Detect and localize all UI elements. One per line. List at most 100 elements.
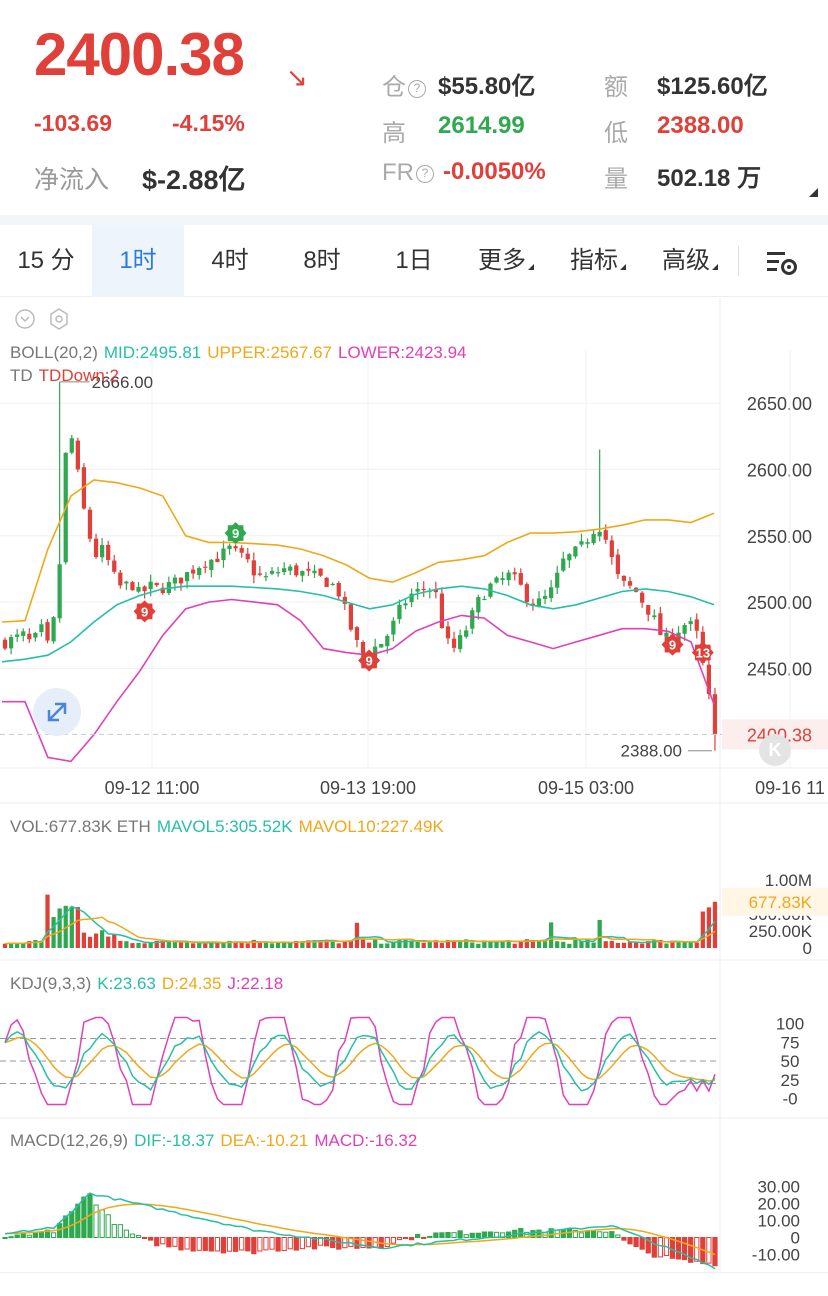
open-interest-label[interactable]: 仓?: [382, 67, 426, 102]
candle-body: [348, 604, 354, 630]
kdj-legend: KDJ(9,3,3) K:23.63 D:24.35 J:22.18: [10, 974, 289, 994]
volume-bar: [245, 943, 250, 948]
candle-body: [694, 619, 699, 631]
y-tick-label: 2450.00: [747, 659, 812, 679]
macd-bar: [603, 1231, 609, 1239]
volume-bar: [160, 939, 165, 948]
volume-bar: [142, 943, 147, 948]
volume-bar: [124, 941, 129, 948]
tab-indicators[interactable]: 指标: [552, 225, 644, 297]
macd-y-tick-label: -10.00: [752, 1246, 800, 1265]
chart-settings-icon[interactable]: [766, 249, 798, 277]
td-marker: [358, 649, 381, 672]
tab-advanced[interactable]: 高级: [644, 225, 736, 297]
bottom-indicator-bar: [0, 1272, 828, 1296]
tab-15m[interactable]: 15 分: [17, 247, 75, 274]
macd-bar: [682, 1237, 688, 1261]
volume-bar: [391, 942, 396, 948]
net-inflow-value: $-2.88亿: [142, 165, 246, 195]
tab-8h[interactable]: 8时: [303, 247, 341, 274]
candle-body: [209, 559, 214, 570]
macd-bar: [111, 1223, 117, 1238]
candle-body: [373, 646, 378, 657]
tab-more[interactable]: 更多: [460, 225, 552, 297]
macd-bar: [287, 1237, 293, 1250]
volume-bar: [615, 942, 621, 948]
candle-body: [21, 631, 26, 636]
macd-bar: [360, 1237, 366, 1248]
volume-bar: [621, 942, 627, 948]
expand-chart-icon[interactable]: [33, 688, 81, 736]
volume-bar: [573, 939, 578, 948]
help-icon[interactable]: ?: [408, 80, 426, 98]
volume-bar: [385, 943, 390, 948]
dropdown-triangle-icon: [620, 264, 626, 270]
vol-y-tick-label: 0: [803, 939, 812, 958]
volume-bar: [27, 941, 32, 948]
tab-divider: [738, 246, 739, 276]
volume-bar: [330, 940, 335, 948]
low-value: 2388.00: [657, 112, 744, 139]
macd-bar: [202, 1237, 208, 1251]
candle-body: [712, 694, 718, 735]
macd-bar: [208, 1237, 214, 1252]
macd-bar: [269, 1237, 275, 1250]
high-label: 高: [382, 120, 406, 147]
boll-mid-line: [1, 585, 715, 663]
macd-bar: [481, 1231, 488, 1238]
macd-bar: [433, 1232, 439, 1238]
macd-bar: [166, 1237, 172, 1248]
candle-body: [579, 541, 584, 545]
boll-upper: UPPER:2567.67: [207, 343, 332, 362]
candle-body: [433, 589, 438, 593]
volume-bar: [184, 942, 190, 948]
tab-1h[interactable]: 1时: [92, 225, 184, 297]
candle-body: [215, 558, 220, 563]
scroll-to-latest-button[interactable]: K: [759, 734, 791, 766]
x-tick-label: 09-15 03:00: [538, 778, 634, 798]
candle-body: [439, 593, 445, 628]
macd-bar: [293, 1237, 299, 1251]
expand-triangle-icon[interactable]: [809, 188, 818, 197]
help-icon[interactable]: ?: [416, 165, 434, 183]
volume-bar: [2, 943, 8, 948]
volume-bar: [476, 943, 481, 948]
macd-bar: [281, 1237, 287, 1252]
volume-bar: [87, 936, 93, 948]
candle-body: [99, 544, 105, 558]
volume-bar: [191, 943, 196, 948]
candle-body: [245, 553, 250, 560]
candle-body: [403, 603, 408, 606]
macd-bar: [572, 1229, 579, 1238]
candle-body: [646, 605, 651, 615]
volume-bar: [457, 941, 463, 948]
candle-body: [69, 438, 74, 453]
volume-bar: [360, 939, 366, 948]
volume-bar: [567, 943, 572, 948]
volume-bar: [342, 940, 347, 948]
volume-bar: [470, 942, 475, 948]
tab-1d[interactable]: 1日: [395, 247, 433, 274]
kdj-j: J:22.18: [227, 974, 284, 993]
macd-bar: [396, 1237, 403, 1241]
macd-bar: [257, 1237, 263, 1252]
kdj-y-tick-label: 75: [781, 1033, 800, 1052]
candle-body: [706, 664, 712, 694]
candle-body: [239, 548, 244, 553]
volume-bar: [415, 941, 420, 948]
candle-body: [482, 598, 487, 601]
candle-body: [142, 586, 147, 592]
kline-chart[interactable]: 2650.00 2600.00 2550.00 2500.00 2450.00 09-12…: [0, 298, 828, 1272]
macd-bar: [160, 1237, 166, 1245]
macd-bar: [633, 1237, 639, 1247]
candle-body: [567, 554, 572, 561]
funding-rate-label[interactable]: FR?: [382, 159, 434, 187]
volume-bar: [39, 940, 44, 948]
volume-bar: [288, 942, 293, 948]
td-marker-label: 9: [365, 654, 372, 669]
macd-bar: [57, 1223, 63, 1238]
candle-body: [306, 568, 311, 571]
volume-bar: [75, 907, 80, 948]
volume-bar: [451, 940, 457, 948]
tab-4h[interactable]: 4时: [211, 247, 249, 274]
